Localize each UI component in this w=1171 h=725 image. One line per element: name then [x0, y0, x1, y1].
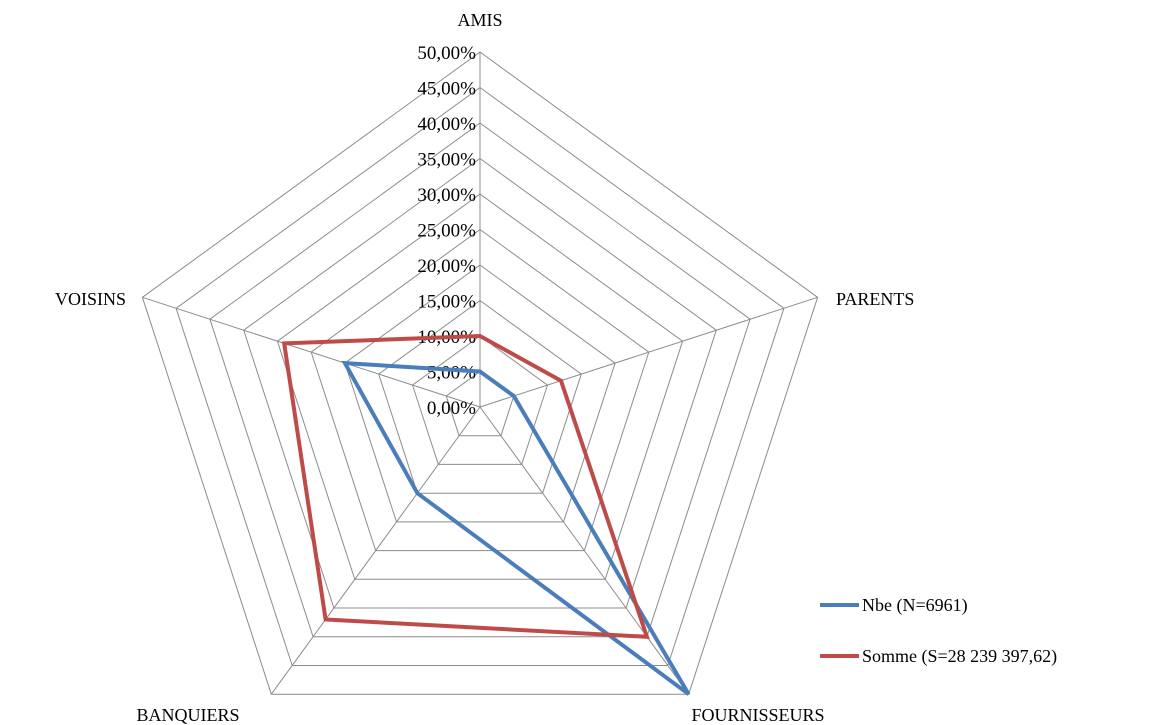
grid-ring — [276, 193, 684, 580]
tick-label: 50,00% — [417, 43, 476, 64]
category-label-amis: AMIS — [457, 10, 502, 30]
category-label-fournisseurs: FOURNISSEURS — [691, 705, 824, 725]
category-label-banquiers: BANQUIERS — [136, 705, 239, 725]
grid-ring — [378, 299, 582, 494]
grid-spoke — [142, 296, 481, 408]
tick-label: 5,00% — [427, 363, 476, 384]
legend: Nbe (N=6961) Somme (S=28 239 397,62) — [820, 595, 1057, 667]
tick-label: 45,00% — [417, 79, 476, 100]
legend-label-somme: Somme (S=28 239 397,62) — [862, 646, 1057, 667]
grid-ring — [411, 335, 549, 465]
radar-series — [281, 333, 691, 696]
category-label-voisins: VOISINS — [55, 289, 126, 309]
tick-label: 0,00% — [427, 398, 476, 419]
tick-label: 35,00% — [417, 150, 476, 171]
tick-label: 15,00% — [417, 292, 476, 313]
tick-label: 40,00% — [417, 114, 476, 135]
grid-spoke — [270, 406, 481, 695]
grid-spoke — [479, 406, 690, 695]
tick-label: 30,00% — [417, 185, 476, 206]
radar-grid — [141, 51, 819, 695]
grid-ring — [310, 228, 650, 552]
grid-ring — [243, 157, 717, 609]
category-labels: AMIS PARENTS FOURNISSEURS BANQUIERS VOIS… — [55, 10, 914, 725]
series-line-somme — [281, 333, 650, 639]
grid-ring — [209, 122, 751, 638]
grid-ring — [344, 264, 616, 523]
radial-axis-ticks: 0,00%5,00%10,00%15,00%20,00%25,00%30,00%… — [417, 43, 476, 419]
grid-spoke — [479, 296, 818, 408]
grid-ring — [141, 51, 819, 695]
tick-label: 25,00% — [417, 221, 476, 242]
grid-ring — [175, 86, 785, 666]
series-line-nbe — [341, 360, 691, 696]
legend-label-nbe: Nbe (N=6961) — [862, 595, 968, 616]
tick-label: 20,00% — [417, 256, 476, 277]
category-label-parents: PARENTS — [836, 289, 914, 309]
